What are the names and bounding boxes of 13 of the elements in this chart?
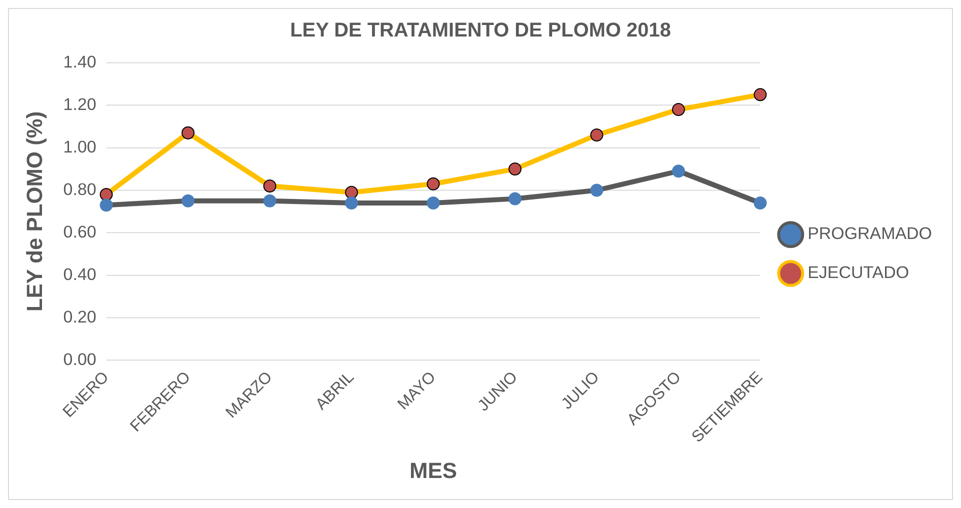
y-tick-label: 0.40 <box>63 264 96 284</box>
y-tick-label: 1.40 <box>63 52 96 72</box>
x-axis-title: MES <box>409 458 458 483</box>
y-tick-label: 0.80 <box>63 180 96 199</box>
legend-label: PROGRAMADO <box>808 224 932 244</box>
y-tick-label: 0.60 <box>63 222 96 242</box>
y-tick-label: 1.20 <box>63 94 96 114</box>
y-axis-title: LEY de PLOMO (%) <box>22 111 48 312</box>
y-tick-label: 0.20 <box>63 307 96 326</box>
y-tick-label: 0.00 <box>63 350 96 369</box>
chart-title: LEY DE TRATAMIENTO DE PLOMO 2018 <box>290 19 671 42</box>
y-tick-label: 1.00 <box>63 137 96 156</box>
legend-label: EJECUTADO <box>808 263 910 282</box>
